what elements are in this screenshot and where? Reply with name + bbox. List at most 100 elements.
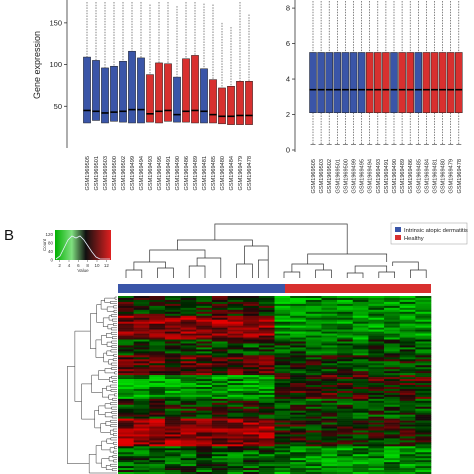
- heatmap-cell: [274, 305, 291, 309]
- heatmap-cell: [352, 422, 369, 425]
- heatmap-cell: [384, 305, 400, 309]
- heatmap-cell: [118, 385, 134, 388]
- box-rect: [438, 52, 447, 113]
- heatmap-cell: [149, 464, 166, 467]
- heatmap-cell: [321, 315, 338, 319]
- y-tick-label: 6: [286, 39, 290, 48]
- dendro-link: [90, 313, 97, 349]
- box-GSM1969495: [155, 2, 163, 124]
- heatmap-cell: [258, 337, 275, 340]
- heatmap-cell: [352, 335, 369, 338]
- heatmap-cell: [337, 436, 354, 439]
- heatmap-cell: [118, 345, 134, 348]
- heatmap-cell: [352, 303, 369, 307]
- heatmap-cell: [321, 438, 338, 441]
- heatmap-cell: [180, 355, 197, 358]
- heatmap-cell: [290, 301, 307, 305]
- heatmap-cell: [118, 377, 134, 380]
- heatmap-cell: [368, 472, 385, 474]
- heatmap-cell: [118, 448, 134, 451]
- heatmap-cell: [149, 390, 166, 394]
- heatmap-cell: [352, 416, 369, 419]
- heatmap-cell: [258, 464, 275, 467]
- heatmap-cell: [274, 396, 291, 400]
- heatmap-cell: [118, 367, 134, 370]
- heatmap-cell: [399, 432, 416, 435]
- heatmap-cell: [243, 394, 260, 398]
- heatmap-cell: [305, 385, 322, 388]
- heatmap-cell: [352, 436, 369, 439]
- box-GSM1969490: [390, 1, 398, 145]
- heatmap-cell: [258, 438, 275, 441]
- heatmap-cell: [352, 351, 369, 354]
- heatmap-cell: [321, 392, 338, 396]
- heatmap-cell: [415, 321, 432, 324]
- heatmap-cell: [415, 339, 432, 342]
- heatmap-cell: [164, 468, 181, 471]
- heatmap-cell: [321, 347, 338, 350]
- heatmap-cell: [196, 325, 213, 328]
- heatmap-cell: [337, 369, 354, 372]
- heatmap-cell: [399, 369, 416, 372]
- heatmap-cell: [243, 468, 260, 471]
- heatmap-cell: [305, 317, 322, 321]
- heatmap-cell: [180, 434, 197, 437]
- heatmap-cell: [196, 345, 213, 348]
- heatmap-cell: [180, 418, 197, 421]
- heatmap-cell: [368, 333, 385, 336]
- heatmap-cell: [196, 305, 213, 309]
- heatmap-cell: [290, 355, 307, 358]
- heatmap-cell: [196, 464, 213, 467]
- heatmap-cell: [133, 456, 150, 459]
- heatmap-cell: [211, 381, 228, 384]
- heatmap-cell: [149, 315, 166, 319]
- heatmap-cell: [118, 396, 134, 400]
- heatmap-cell: [337, 458, 354, 461]
- dendro-link: [109, 377, 113, 382]
- dendro-link: [111, 314, 117, 318]
- heatmap-cell: [133, 327, 150, 330]
- heatmap-cell: [211, 305, 228, 309]
- heatmap-cell: [305, 470, 322, 473]
- heatmap-cell: [399, 434, 416, 437]
- heatmap-cell: [274, 329, 291, 332]
- heatmap-cell: [164, 345, 181, 348]
- heatmap-cell: [368, 305, 385, 309]
- heatmap-cell: [149, 434, 166, 437]
- heatmap-cell: [211, 335, 228, 338]
- heatmap-cell: [211, 373, 228, 376]
- heatmap-cell: [258, 341, 275, 344]
- heatmap-cell: [118, 442, 134, 445]
- heatmap-cell: [321, 396, 338, 400]
- heatmap-cell: [415, 323, 432, 326]
- heatmap-cell: [227, 317, 244, 321]
- heatmap-cell: [399, 296, 416, 299]
- dendro-link: [103, 352, 109, 363]
- dendro-link: [111, 367, 117, 370]
- x-tick-label: GSM1969495: [360, 159, 366, 194]
- heatmap-cell: [227, 438, 244, 441]
- heatmap-cell: [227, 452, 244, 455]
- heatmap-cell: [149, 396, 166, 400]
- heatmap-cell: [290, 309, 307, 313]
- heatmap-cell: [321, 388, 338, 392]
- heatmap-cell: [118, 351, 134, 354]
- heatmap-cell: [211, 331, 228, 334]
- heatmap-cell: [164, 386, 181, 390]
- heatmap-cell: [415, 432, 432, 435]
- dendro-link: [196, 257, 222, 278]
- heatmap-cell: [149, 454, 166, 457]
- heatmap-cell: [384, 361, 400, 364]
- heatmap-cell: [211, 456, 228, 459]
- heatmap-cell: [196, 379, 213, 382]
- heatmap-cell: [164, 363, 181, 366]
- dendro-link: [113, 353, 117, 357]
- heatmap-cell: [290, 470, 307, 473]
- heatmap-cell: [384, 309, 400, 313]
- heatmap-cell: [133, 371, 150, 374]
- heatmap-cell: [149, 432, 166, 435]
- heatmap-cell: [211, 430, 228, 433]
- heatmap-cell: [415, 446, 432, 449]
- heatmap-cell: [118, 337, 134, 340]
- heatmap-cell: [274, 416, 291, 419]
